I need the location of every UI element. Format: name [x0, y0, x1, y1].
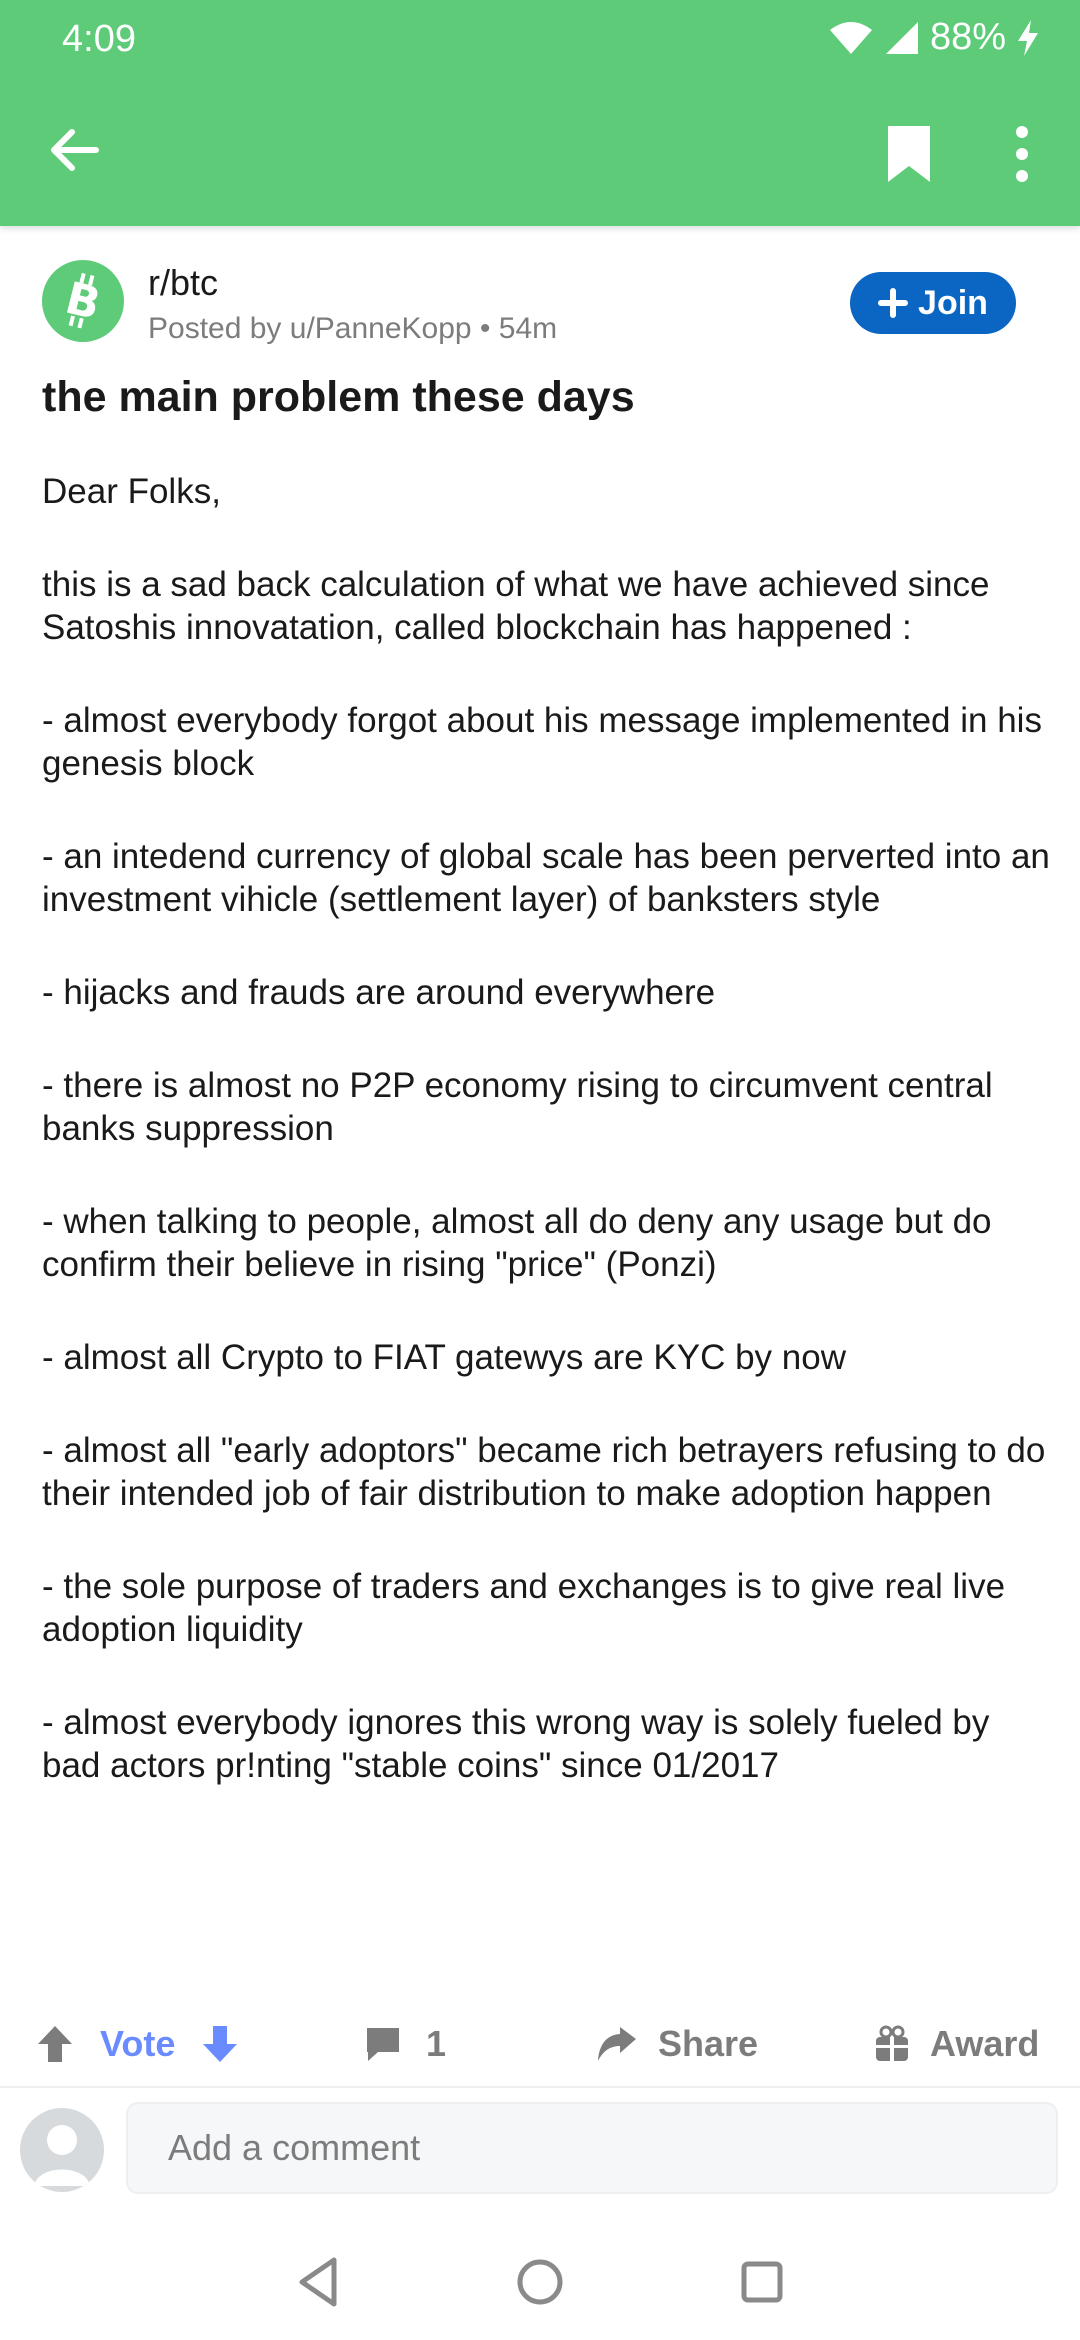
comment-icon: [367, 2028, 399, 2061]
body-paragraph: - the sole purpose of traders and exchan…: [42, 1567, 1006, 1649]
more-vertical-icon[interactable]: [1004, 124, 1040, 184]
share-label: Share: [658, 2023, 759, 2064]
status-icons: 88%: [828, 16, 1040, 59]
nav-back-icon[interactable]: [290, 2252, 350, 2312]
avatar[interactable]: [20, 2108, 104, 2192]
post-meta: Posted by u/PanneKopp • 54m: [148, 312, 558, 345]
body-paragraph: - when talking to people, almost all do …: [42, 1202, 992, 1284]
gift-icon: [876, 2025, 908, 2061]
vote-label: Vote: [100, 2023, 176, 2064]
arrow-left-icon[interactable]: [44, 120, 104, 180]
post-header: B r/btc Posted by u/PanneKopp • 54m Join: [0, 226, 1080, 426]
divider: [0, 2086, 1080, 2088]
join-label: Join: [918, 283, 988, 322]
system-nav-bar: [0, 2226, 1080, 2340]
battery-percent: 88%: [929, 16, 1006, 58]
charging-icon: [1018, 19, 1038, 56]
upvote-icon[interactable]: [36, 2024, 74, 2064]
award-label: Award: [930, 2023, 1040, 2064]
nav-recents-icon[interactable]: [732, 2252, 792, 2312]
body-paragraph: - there is almost no P2P economy rising …: [42, 1066, 993, 1148]
award-button[interactable]: Award: [874, 2006, 1039, 2082]
vote-group: Vote: [36, 2006, 239, 2082]
body-paragraph: - almost everybody ignores this wrong wa…: [42, 1703, 990, 1785]
body-paragraph: - hijacks and frauds are around everywhe…: [42, 973, 716, 1012]
subreddit-name[interactable]: r/btc: [148, 262, 219, 303]
body-paragraph: - almost all Crypto to FIAT gatewys are …: [42, 1338, 846, 1377]
post-title: the main problem these days: [42, 373, 635, 421]
plus-icon: [878, 288, 909, 318]
app-bar: 4:09 88%: [0, 0, 1080, 226]
share-icon: [598, 2027, 636, 2061]
join-button[interactable]: Join: [850, 272, 1016, 334]
post-body: Dear Folks, this is a sad back calculati…: [42, 470, 1052, 1837]
share-button[interactable]: Share: [596, 2006, 758, 2082]
body-paragraph: this is a sad back calculation of what w…: [42, 565, 990, 647]
comment-input[interactable]: Add a comment: [126, 2102, 1058, 2194]
comments-button[interactable]: 1: [364, 2006, 446, 2082]
nav-home-icon[interactable]: [510, 2252, 570, 2312]
status-time: 4:09: [62, 18, 136, 60]
comment-bar: Add a comment: [0, 2090, 1080, 2220]
body-paragraph: - almost everybody forgot about his mess…: [42, 701, 1042, 783]
wifi-icon: [829, 21, 872, 54]
post-action-bar: Vote 1 Share Award: [0, 2006, 1080, 2082]
body-paragraph: - almost all "early adoptors" became ric…: [42, 1431, 1046, 1513]
bookmark-icon[interactable]: [880, 124, 938, 184]
downvote-icon[interactable]: [201, 2024, 239, 2064]
body-paragraph: Dear Folks,: [42, 472, 221, 511]
comment-count: 1: [426, 2023, 447, 2064]
subreddit-avatar[interactable]: B: [42, 260, 124, 342]
body-paragraph: - an intedend currency of global scale h…: [42, 837, 1050, 919]
user-avatar-icon: [34, 2125, 90, 2186]
signal-icon: [885, 21, 918, 54]
bitcoin-icon: B: [60, 273, 105, 331]
